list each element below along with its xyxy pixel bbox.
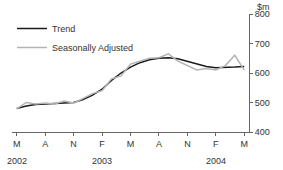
svg-text:A: A [42,139,48,149]
svg-text:M: M [127,139,135,149]
svg-text:2003: 2003 [92,156,112,166]
svg-text:700: 700 [255,39,270,49]
svg-text:600: 600 [255,68,270,78]
svg-text:M: M [241,139,249,149]
svg-text:N: N [184,139,191,149]
svg-text:2002: 2002 [7,156,27,166]
svg-text:Trend: Trend [52,24,75,34]
svg-text:A: A [156,139,162,149]
svg-text:F: F [213,139,219,149]
svg-text:800: 800 [255,9,270,19]
svg-text:500: 500 [255,98,270,108]
svg-text:N: N [70,139,77,149]
svg-text:2004: 2004 [206,156,226,166]
svg-text:M: M [13,139,21,149]
svg-text:Seasonally Adjusted: Seasonally Adjusted [52,43,133,53]
svg-text:400: 400 [255,127,270,137]
svg-text:F: F [99,139,105,149]
svg-text:$m: $m [257,2,270,12]
